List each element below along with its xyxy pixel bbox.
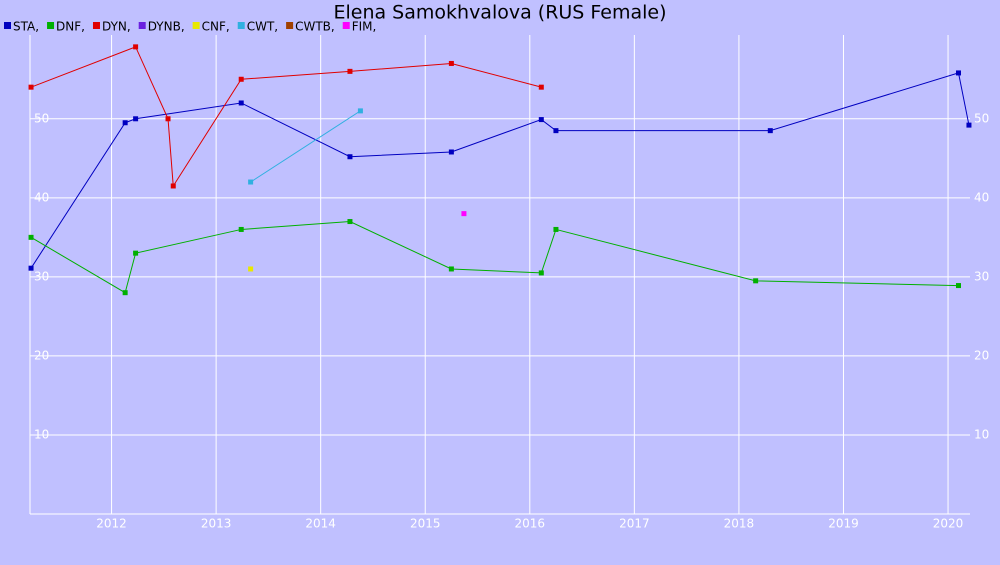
point bbox=[538, 84, 544, 90]
legend-swatch bbox=[237, 22, 245, 29]
point bbox=[553, 226, 559, 232]
y-tick-label: 30 bbox=[34, 269, 49, 283]
point bbox=[133, 44, 139, 50]
point bbox=[357, 108, 363, 114]
point bbox=[448, 60, 454, 66]
legend-swatch bbox=[47, 22, 55, 29]
legend-swatch bbox=[342, 22, 350, 29]
point bbox=[122, 120, 128, 126]
series-line bbox=[30, 221, 959, 294]
y-tick-label: 50 bbox=[34, 111, 49, 125]
point bbox=[347, 219, 353, 225]
point bbox=[448, 149, 454, 155]
point bbox=[966, 122, 972, 128]
y-tick-label-right: 40 bbox=[974, 190, 989, 204]
point bbox=[133, 116, 139, 122]
point bbox=[238, 76, 244, 82]
legend-label: CNF, bbox=[202, 20, 230, 34]
y-tick-label: 40 bbox=[34, 190, 49, 204]
y-tick-label-right: 10 bbox=[974, 427, 989, 441]
x-tick-label: 2013 bbox=[201, 517, 232, 531]
legend-label: STA, bbox=[13, 20, 39, 34]
point bbox=[955, 283, 961, 289]
x-tick-label: 2018 bbox=[724, 517, 755, 531]
series-line bbox=[30, 46, 542, 188]
point bbox=[538, 270, 544, 276]
legend-label: CWTB, bbox=[295, 20, 335, 34]
x-tick-label: 2015 bbox=[410, 517, 441, 531]
legend-label: DYNB, bbox=[148, 20, 185, 34]
legend-swatch bbox=[286, 22, 294, 29]
legend-label: CWT, bbox=[247, 20, 278, 34]
point bbox=[133, 250, 139, 256]
legend-swatch bbox=[4, 22, 11, 29]
point bbox=[238, 100, 244, 106]
y-tick-label: 10 bbox=[34, 427, 49, 441]
y-tick-label-right: 50 bbox=[974, 111, 989, 125]
point bbox=[538, 117, 544, 123]
legend-swatch bbox=[138, 22, 146, 29]
x-tick-label: 2020 bbox=[933, 517, 964, 531]
point bbox=[248, 266, 254, 272]
x-tick-label: 2014 bbox=[305, 517, 336, 531]
x-tick-label: 2012 bbox=[96, 517, 127, 531]
x-tick-label: 2019 bbox=[828, 517, 859, 531]
legend-swatch bbox=[192, 22, 200, 29]
legend-label: DYN, bbox=[102, 20, 131, 34]
point bbox=[753, 278, 759, 284]
y-tick-label-right: 30 bbox=[974, 269, 989, 283]
chart-title: Elena Samokhvalova (RUS Female) bbox=[333, 2, 666, 24]
y-tick-label: 20 bbox=[34, 348, 49, 362]
legend: STA, DNF, DYN, DYNB, CNF, CWT, CWTB, FIM, bbox=[4, 20, 376, 34]
point bbox=[553, 128, 559, 134]
legend-swatch bbox=[92, 22, 100, 29]
point bbox=[955, 70, 961, 76]
x-tick-label: 2017 bbox=[619, 517, 650, 531]
point bbox=[165, 116, 171, 122]
point bbox=[28, 265, 34, 271]
point bbox=[347, 68, 353, 74]
point bbox=[461, 211, 467, 217]
y-tick-label-right: 20 bbox=[974, 348, 989, 362]
point bbox=[122, 290, 128, 296]
point bbox=[248, 179, 254, 185]
point bbox=[28, 84, 34, 90]
point bbox=[347, 154, 353, 160]
x-tick-label: 2016 bbox=[515, 517, 546, 531]
series-line bbox=[250, 110, 361, 183]
point bbox=[238, 226, 244, 232]
legend-label: DNF, bbox=[56, 20, 85, 34]
legend-label: FIM, bbox=[352, 20, 377, 34]
point bbox=[448, 266, 454, 272]
point bbox=[767, 128, 773, 134]
point bbox=[28, 234, 34, 240]
point bbox=[170, 183, 176, 189]
